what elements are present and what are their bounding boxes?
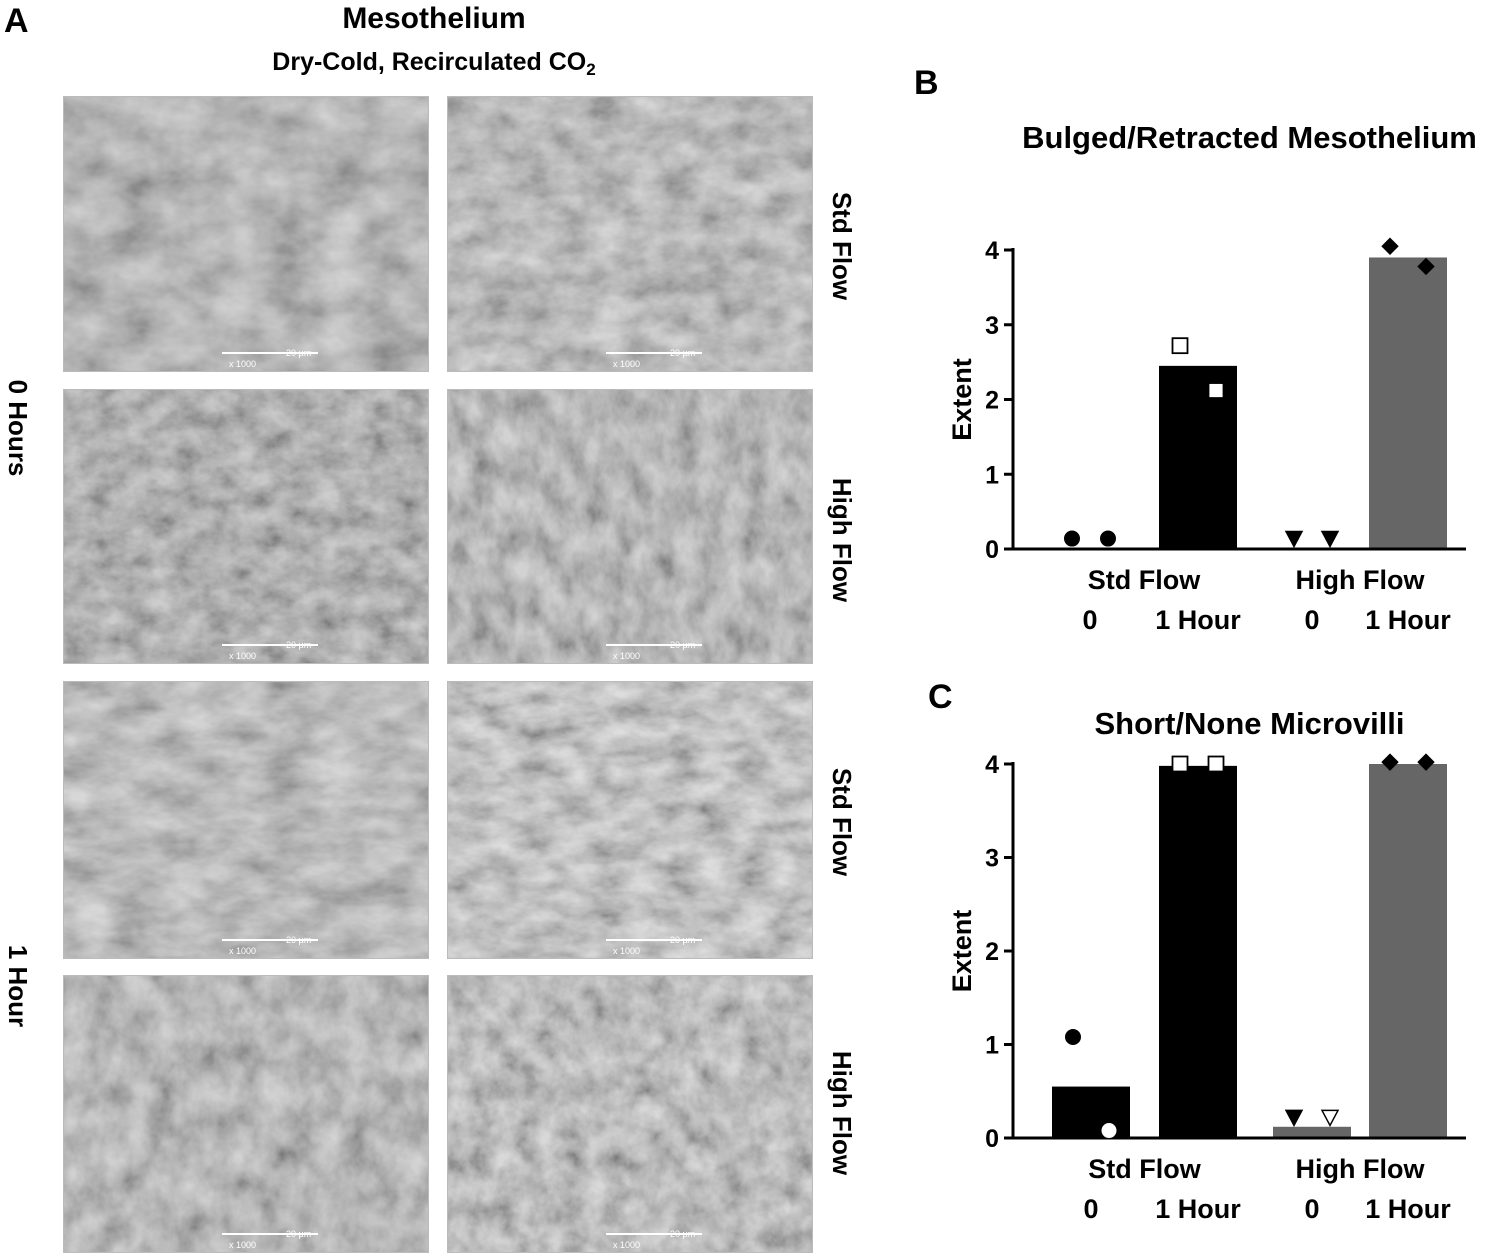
panel-a-title: Mesothelium [342,2,526,35]
panel-a-subtitle-subscript: 2 [586,60,596,79]
scale-bar [222,644,318,646]
bar-2 [1273,1126,1351,1138]
category-label-0: 0 [1083,1194,1098,1224]
y-axis-label: Extent [947,358,977,441]
y-tick-label-4: 4 [985,751,999,779]
sem-image-1h-std-flow-left: 20 µm x 1000 [63,681,429,959]
data-point-6 [1381,237,1399,255]
category-label-2: 0 [1304,1194,1319,1224]
scale-bar [222,1233,318,1235]
side-label-std-flow-1h: Std Flow [827,767,857,877]
data-point-2 [1171,755,1189,773]
magnification-label: x 1000 [613,359,641,369]
sem-image-1h-high-flow-left: 20 µm x 1000 [63,975,429,1253]
bar-1 [1159,765,1237,1138]
sem-image-1h-high-flow-right: 20 µm x 1000 [447,975,813,1253]
data-point-2 [1171,337,1189,355]
category-label-3: 1 Hour [1365,1194,1451,1224]
side-label-std-flow-0h: Std Flow [827,191,857,301]
data-point-0 [1064,530,1080,547]
group-label-0: Std Flow [1088,565,1201,595]
panel-a-subtitle: Dry-Cold, Recirculated CO2 [184,47,684,85]
data-point-7 [1417,257,1435,276]
magnification-label: x 1000 [229,946,257,956]
panel-b-letter: B [914,64,939,102]
scale-bar-label: 20 µm [670,348,696,358]
data-point-5 [1320,1109,1340,1128]
row-label-0-hours: 0 Hours [3,379,33,477]
magnification-label: x 1000 [229,1240,257,1250]
y-tick-label-2: 2 [985,938,999,966]
data-point-7 [1417,753,1435,771]
category-label-2: 0 [1304,605,1319,635]
bar-3 [1369,764,1447,1138]
data-point-4 [1284,1109,1304,1128]
scale-bar-label: 20 µm [286,1229,312,1239]
data-point-5 [1320,530,1340,549]
y-tick-label-1: 1 [985,1032,999,1060]
data-point-1 [1100,530,1116,547]
data-point-4 [1284,530,1304,549]
group-label-0: Std Flow [1088,1154,1201,1184]
y-tick-label-0: 0 [985,1125,999,1153]
magnification-label: x 1000 [229,359,257,369]
magnification-label: x 1000 [613,946,641,956]
y-tick-label-3: 3 [985,845,999,873]
scale-bar-label: 20 µm [286,935,312,945]
magnification-label: x 1000 [613,651,641,661]
scale-bar-label: 20 µm [670,1229,696,1239]
category-label-0: 0 [1082,605,1097,635]
group-label-1: High Flow [1296,1154,1426,1184]
category-label-1: 1 Hour [1155,605,1241,635]
panel-a-subtitle-text: Dry-Cold, Recirculated CO [272,48,587,76]
scale-bar [222,352,318,354]
category-label-3: 1 Hour [1365,605,1451,635]
y-tick-label-2: 2 [985,387,999,415]
sem-image-1h-std-flow-right: 20 µm x 1000 [447,681,813,959]
bar-3 [1369,257,1447,549]
side-label-high-flow-0h: High Flow [827,477,857,603]
sem-image-0h-std-flow-right: 20 µm x 1000 [447,96,813,372]
scale-bar [606,1233,702,1235]
panel-c-letter: C [928,678,953,716]
data-point-3 [1207,382,1225,399]
scale-bar [606,644,702,646]
chart-c-short-none-microvilli: Short/None Microvilli Extent 0 1 2 3 4 Std Flow… [947,706,1466,1224]
y-tick-label-3: 3 [985,312,999,340]
y-axis-label: Extent [947,910,977,993]
scale-bar-label: 20 µm [670,640,696,650]
data-point-3 [1207,755,1225,773]
category-label-1: 1 Hour [1155,1194,1241,1224]
scale-bar-label: 20 µm [286,348,312,358]
data-point-1 [1101,1123,1117,1139]
sem-image-0h-high-flow-right: 20 µm x 1000 [447,389,813,664]
data-point-6 [1381,753,1399,771]
side-label-high-flow-1h: High Flow [827,1050,857,1176]
scale-bar-label: 20 µm [670,935,696,945]
scale-bar-label: 20 µm [286,640,312,650]
magnification-label: x 1000 [229,651,257,661]
chart-title: Short/None Microvilli [1094,706,1404,741]
scale-bar [606,939,702,941]
y-tick-label-0: 0 [985,536,999,564]
bar-0 [1052,1086,1130,1138]
scale-bar [222,939,318,941]
sem-image-0h-high-flow-left: 20 µm x 1000 [63,389,429,664]
sem-image-0h-std-flow-left: 20 µm x 1000 [63,96,429,372]
y-tick-label-1: 1 [985,461,999,489]
chart-b-bulged-retracted: Bulged/Retracted Mesothelium Extent 0 1 2 3 4 S… [947,120,1477,635]
magnification-label: x 1000 [613,1240,641,1250]
group-label-1: High Flow [1296,565,1426,595]
y-tick-label-4: 4 [985,237,999,265]
row-label-1-hour: 1 Hour [3,944,33,1028]
chart-title: Bulged/Retracted Mesothelium [1022,120,1477,155]
data-point-0 [1065,1029,1081,1046]
bar-1 [1159,365,1237,549]
scale-bar [606,352,702,354]
panel-a-letter: A [4,2,29,40]
